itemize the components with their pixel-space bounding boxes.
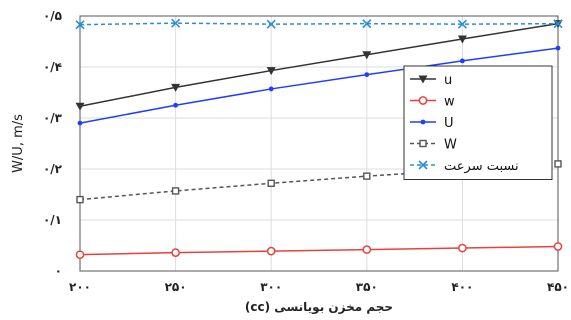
data-point <box>554 160 562 168</box>
legend-label: w <box>444 95 455 110</box>
data-point <box>457 35 467 44</box>
legend-marker <box>418 75 428 84</box>
y-tick-label: ۰/۲ <box>43 162 63 176</box>
data-point <box>266 246 276 256</box>
legend-label: u <box>444 73 452 88</box>
y-tick-label: ۰/۳ <box>43 111 63 125</box>
data-point <box>457 19 467 29</box>
x-axis-ticks: ۲۰۰ ۲۵۰ ۳۰۰ ۳۵۰ ۴۰۰ ۴۵۰ <box>69 280 569 294</box>
data-point <box>76 195 84 204</box>
y-tick-label: ۰/۵ <box>43 9 62 23</box>
data-point <box>171 18 181 28</box>
data-point <box>553 242 563 251</box>
x-tick-label: ۴۰۰ <box>451 280 473 294</box>
series-2 <box>75 242 563 260</box>
legend-item: W <box>410 138 457 153</box>
legend-marker <box>420 119 426 125</box>
data-point <box>171 83 181 92</box>
x-tick-label: ۴۵۰ <box>547 280 569 294</box>
y-axis-label: W/U, m/s <box>11 114 26 173</box>
series-3 <box>77 45 561 126</box>
data-point <box>77 120 83 126</box>
data-point <box>75 20 85 30</box>
series-line <box>79 22 559 108</box>
y-axis-ticks: ۰ ۰/۱ ۰/۲ ۰/۳ ۰/۴ ۰/۵ <box>43 9 63 278</box>
data-point <box>75 102 85 111</box>
x-tick-label: ۲۰۰ <box>69 280 91 294</box>
data-point <box>364 72 370 78</box>
data-point <box>75 250 85 260</box>
y-tick-label: ۰/۱ <box>43 213 62 227</box>
legend-marker <box>418 160 428 170</box>
plot-frame <box>79 15 559 272</box>
data-point <box>362 19 372 29</box>
legend-item: U <box>410 116 454 131</box>
legend-label: U <box>444 116 454 131</box>
data-point <box>171 187 180 195</box>
data-point <box>458 243 467 253</box>
x-tick-label: ۳۰۰ <box>260 280 282 294</box>
y-tick-label: ۰ <box>55 264 62 278</box>
data-point <box>555 45 561 51</box>
legend-marker <box>418 96 428 105</box>
data-point <box>266 67 276 76</box>
data-point <box>171 248 180 257</box>
data-point <box>460 58 465 64</box>
legend-item: u <box>410 73 452 88</box>
data-point <box>362 51 372 60</box>
series-line <box>79 22 559 26</box>
legend-label: W <box>444 138 457 153</box>
series-line <box>79 47 559 124</box>
data-point <box>268 86 274 92</box>
legend-marker <box>419 139 427 148</box>
legend-item: نسبت سرعت <box>410 159 519 174</box>
legend-item: w <box>410 95 455 110</box>
x-axis-label: حجم مخزن بویانسی (cc) <box>245 300 393 315</box>
series-5 <box>75 18 563 30</box>
data-point <box>553 19 563 29</box>
data-point <box>362 245 372 254</box>
series-line <box>79 245 559 256</box>
x-tick-label: ۲۵۰ <box>165 280 187 294</box>
data-point <box>173 102 179 108</box>
data-point <box>266 19 276 29</box>
x-tick-label: ۳۵۰ <box>356 280 378 294</box>
legend-label: نسبت سرعت <box>444 159 519 174</box>
data-point <box>267 179 275 187</box>
series-layer <box>75 18 563 260</box>
y-tick-label: ۰/۴ <box>43 60 62 74</box>
data-point <box>363 172 371 180</box>
